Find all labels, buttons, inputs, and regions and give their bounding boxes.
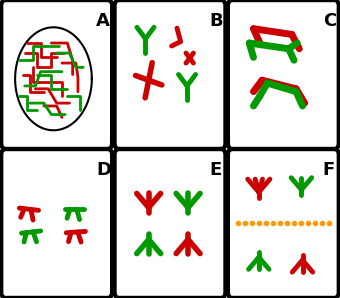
Text: B: B <box>209 12 223 30</box>
FancyBboxPatch shape <box>115 0 225 149</box>
FancyBboxPatch shape <box>115 149 225 298</box>
FancyBboxPatch shape <box>228 149 339 298</box>
Text: C: C <box>323 12 336 30</box>
Text: E: E <box>209 161 222 179</box>
FancyBboxPatch shape <box>1 149 112 298</box>
FancyBboxPatch shape <box>228 0 339 149</box>
Text: F: F <box>323 161 335 179</box>
FancyBboxPatch shape <box>1 0 112 149</box>
Text: D: D <box>96 161 111 179</box>
Text: A: A <box>96 12 110 30</box>
